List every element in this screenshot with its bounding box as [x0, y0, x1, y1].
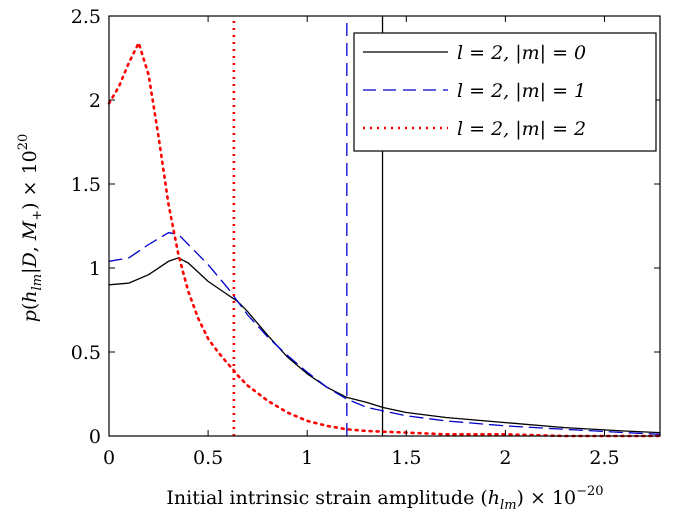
y-tick-label: 0.5	[71, 342, 101, 364]
y-tick-label: 2.5	[71, 6, 101, 28]
x-tick-label: 2.5	[589, 447, 619, 469]
y-axis-label: p(hlm|D, M+) × 1020	[16, 134, 45, 323]
x-tick-label: 0.5	[193, 447, 223, 469]
series-line-1	[108, 232, 661, 435]
y-tick-label: 2	[89, 90, 101, 112]
y-tick-label: 1.5	[71, 174, 101, 196]
legend-label-m0: l = 2, |m| = 0	[457, 42, 586, 64]
series-line-2	[107, 41, 662, 438]
y-tick-label: 1	[89, 258, 101, 280]
plot-area	[107, 16, 662, 438]
legend-box	[353, 32, 657, 152]
legend: l = 2, |m| = 0 l = 2, |m| = 1 l = 2, |m|…	[353, 32, 657, 152]
y-tick-label: 0	[89, 426, 101, 448]
legend-label-m1: l = 2, |m| = 1	[457, 80, 586, 102]
x-axis-ticks: 0 0.5 1 1.5 2 2.5	[103, 16, 620, 469]
x-tick-label: 0	[103, 447, 115, 469]
y-axis-ticks: 0 0.5 1 1.5 2 2.5	[71, 6, 660, 448]
x-tick-label: 1	[301, 447, 313, 469]
plot-frame	[108, 15, 661, 437]
x-axis-label: Initial intrinsic strain amplitude (hlm)…	[166, 484, 603, 513]
legend-label-m2: l = 2, |m| = 2	[457, 118, 586, 140]
x-tick-label: 2	[499, 447, 511, 469]
x-tick-label: 1.5	[391, 447, 421, 469]
series-line-0	[108, 257, 661, 434]
